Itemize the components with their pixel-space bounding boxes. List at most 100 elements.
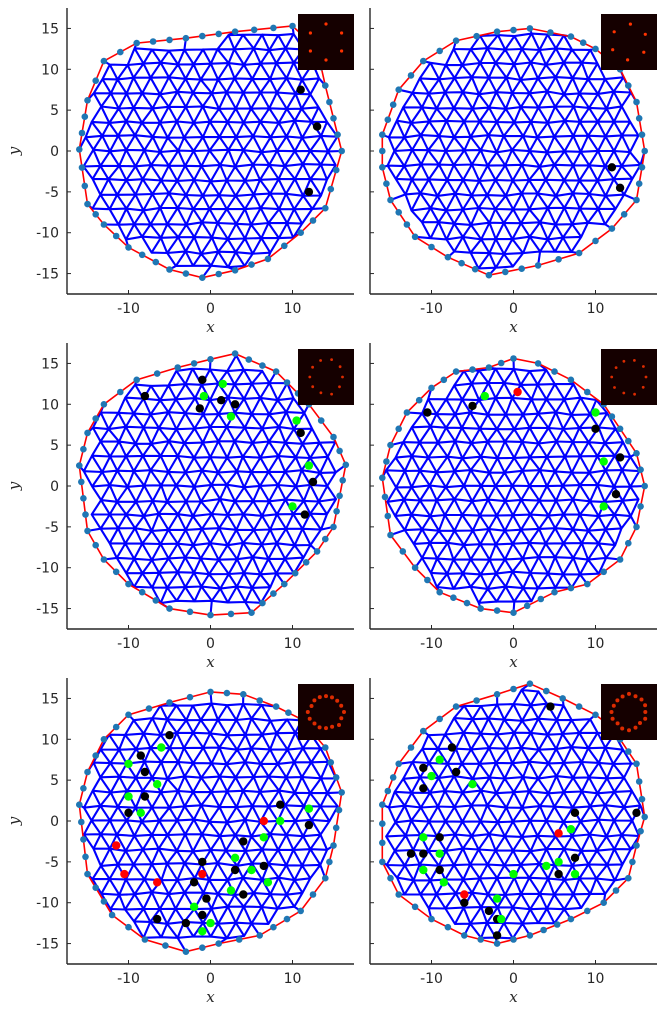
boundary-node [336, 492, 343, 500]
boundary-node [291, 569, 299, 577]
y-tick-label: -15 [36, 602, 59, 618]
x-tick-label: 10 [284, 301, 302, 317]
boundary-node [510, 26, 517, 34]
boundary-node [199, 944, 206, 951]
diffraction-peak [626, 58, 630, 62]
boundary-node [633, 760, 640, 768]
diffraction-peak [311, 365, 314, 369]
diffraction-peak [338, 365, 342, 369]
boundary-node [285, 709, 292, 716]
diffraction-peak [633, 392, 636, 396]
boundary-node [250, 26, 258, 34]
boundary-node [207, 611, 214, 619]
diffraction-peak [610, 716, 615, 721]
boundary-node [436, 47, 444, 55]
boundary-node [322, 204, 329, 212]
boundary-node [100, 401, 108, 408]
diffraction-peak [633, 359, 636, 362]
y-tick-label: 10 [41, 397, 59, 413]
diffraction-peak [340, 49, 344, 53]
black-defect-group [296, 85, 322, 197]
boundary-node [637, 466, 644, 474]
boundary-node [207, 688, 214, 696]
diffraction-peak [309, 704, 314, 708]
boundary-node [166, 36, 173, 44]
green-defect [247, 865, 256, 875]
diffraction-inset [298, 14, 354, 70]
diffraction-peak [628, 22, 633, 26]
boundary-node [379, 839, 386, 847]
green-defect [189, 902, 199, 911]
boundary-node [379, 147, 386, 155]
boundary-node [600, 568, 607, 576]
black-defect [423, 408, 432, 417]
diffraction-peak [610, 375, 614, 379]
diffraction-peak [643, 703, 648, 708]
boundary-node [92, 884, 99, 891]
y-tick-label: -10 [36, 226, 59, 242]
y-tick-label: 5 [50, 103, 59, 119]
boundary-node [281, 580, 288, 588]
boundary-node [387, 531, 394, 539]
black-defect [195, 404, 204, 413]
boundary-node [411, 564, 419, 571]
boundary-node [567, 376, 575, 384]
y-tick-label: 15 [41, 21, 59, 37]
panel-f: -10 0 10 x [369, 678, 657, 1006]
boundary-node [149, 38, 157, 45]
x-tick-label: -10 [117, 636, 140, 652]
boundary-node [125, 244, 132, 251]
red-defect [198, 869, 207, 879]
black-defect [239, 890, 248, 899]
diffraction-peak [613, 386, 616, 389]
boundary-node [444, 253, 452, 261]
black-defect [435, 833, 444, 842]
green-defect [542, 861, 551, 871]
diffraction-peak [308, 375, 312, 379]
boundary-node [592, 237, 599, 245]
green-defect [136, 808, 145, 817]
boundary-node [92, 77, 99, 84]
black-defect [304, 187, 314, 197]
x-axis-label: x [509, 318, 518, 336]
panel-a: -10 0 10 15 10 5 0 -5 -10 -15 y x [5, 8, 354, 336]
boundary-node [389, 774, 397, 781]
boundary-node [342, 461, 350, 469]
boundary-node [256, 932, 264, 939]
y-tick-label: 5 [50, 438, 59, 454]
boundary-node [84, 97, 91, 104]
red-defect [153, 878, 162, 887]
boundary-node [384, 116, 392, 123]
black-defect [632, 808, 641, 817]
black-defect [198, 857, 207, 867]
black-defect [615, 453, 625, 462]
boundary-node [338, 147, 346, 155]
boundary-node [633, 523, 640, 531]
boundary-node [625, 539, 632, 547]
diffraction-peak [324, 58, 328, 62]
boundary-node [84, 768, 91, 776]
boundary-nodes [379, 355, 648, 616]
diffraction-peak [317, 725, 322, 730]
boundary-node [317, 417, 325, 424]
y-tick-label: -15 [36, 267, 59, 283]
boundary-node [625, 874, 632, 882]
green-defect [206, 918, 215, 928]
boundary-node [339, 477, 347, 484]
black-defect [276, 800, 285, 809]
boundary-node [584, 580, 591, 588]
y-tick-label: 0 [50, 479, 59, 495]
green-defect [599, 502, 608, 511]
boundary-node [424, 576, 431, 584]
diffraction-peak [319, 391, 323, 395]
boundary-node [309, 891, 317, 898]
boundary-node [259, 362, 266, 369]
x-axis-label: x [206, 988, 215, 1006]
boundary-node [112, 723, 120, 731]
x-tick-label: -10 [420, 636, 443, 652]
diffraction-peak [330, 392, 333, 396]
black-defect-group [406, 702, 641, 940]
axes: -10 0 10 15 10 5 0 -5 -10 -15 y x [5, 8, 354, 336]
boundary-node [379, 164, 386, 171]
boundary-node [633, 842, 640, 849]
